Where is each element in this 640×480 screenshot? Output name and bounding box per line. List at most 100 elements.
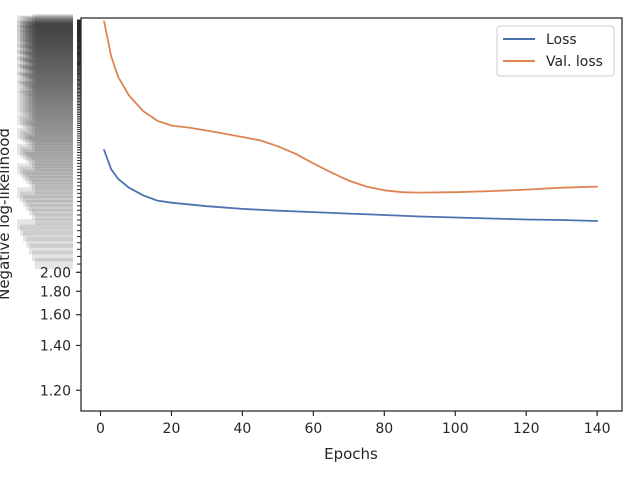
- y-crowded-tick-label: [17, 36, 73, 48]
- y-crowded-tick-label: [32, 139, 73, 151]
- y-crowded-tick-label: [17, 49, 73, 61]
- y-crowded-tick-label: [29, 204, 73, 216]
- y-crowded-tick-label: [17, 90, 73, 102]
- y-crowded-tick-label: [29, 136, 73, 148]
- y-crowded-tick-label: [32, 61, 73, 73]
- y-crowded-tick-label: [35, 183, 73, 195]
- y-crowded-tick-label: [32, 157, 73, 169]
- y-crowded-tick-label: [17, 187, 73, 199]
- y-crowded-tick-label: [23, 230, 73, 242]
- y-crowded-tick-label: [23, 38, 73, 50]
- y-crowded-tick-label: [20, 191, 73, 203]
- y-crowded-tick-label: [35, 62, 73, 74]
- y-crowded-tick-label: [17, 101, 73, 113]
- y-crowded-tick-label: [35, 213, 73, 225]
- y-crowded-tick-label: [20, 50, 73, 62]
- y-crowded-tick-label: [23, 27, 73, 39]
- y-crowded-tick-label: [29, 86, 73, 98]
- y-crowded-tick-label: [26, 52, 73, 64]
- y-crowded-tick-label: [29, 23, 73, 35]
- y-crowded-tick-label: [26, 22, 73, 34]
- y-crowded-tick-label: [35, 112, 73, 124]
- y-crowded-tick-label: [17, 72, 73, 84]
- y-crowded-tick-label: [23, 21, 73, 33]
- y-crowded-tick-label: [20, 31, 73, 43]
- y-crowded-tick-label: [29, 46, 73, 58]
- y-crowded-tick-label: [20, 26, 73, 38]
- y-crowded-tick-label: [29, 121, 73, 133]
- y-crowded-tick-label: [17, 219, 73, 231]
- y-crowded-tick-label: [17, 127, 73, 139]
- y-crowded-tick-label: [32, 18, 73, 30]
- y-crowded-tick-label: [32, 250, 73, 262]
- legend-label-loss: Loss: [546, 32, 577, 48]
- y-crowded-tick-label: [35, 70, 73, 82]
- y-crowded-tick-label: [32, 69, 73, 81]
- y-axis-ticks: 1.20 1.40 1.60 1.80 2.00: [17, 14, 81, 399]
- y-crowded-tick-label: [23, 195, 73, 207]
- y-crowded-tick-label: [32, 41, 73, 53]
- y-crowded-tick-label: [26, 17, 73, 29]
- y-crowded-tick-label: [32, 110, 73, 122]
- y-crowded-tick-label: [20, 16, 73, 28]
- y-crowded-tick-label: [35, 258, 73, 270]
- y-crowded-tick-label: [32, 14, 73, 26]
- y-crowded-tick-label: [20, 224, 73, 236]
- y-crowded-tick-label: [20, 43, 73, 55]
- y-crowded-tick-label: [17, 15, 73, 27]
- y-crowded-tick-label: [26, 39, 73, 51]
- y-crowded-tick-label: [29, 34, 73, 46]
- x-tick-label: 140: [584, 421, 611, 437]
- y-crowded-tick-label: [32, 209, 73, 221]
- y-tick-label: 1.60: [40, 308, 71, 324]
- y-crowded-tick-label: [20, 92, 73, 104]
- y-crowded-tick-label: [23, 83, 73, 95]
- y-crowded-tick-label: [29, 40, 73, 52]
- y-crowded-tick-label: [17, 30, 73, 42]
- y-crowded-tick-label: [20, 115, 73, 127]
- y-crowded-tick-label: [23, 51, 73, 63]
- x-tick-label: 60: [304, 421, 322, 437]
- y-crowded-tick-label: [35, 48, 73, 60]
- y-crowded-tick-label: [26, 85, 73, 97]
- y-crowded-tick-label: [26, 172, 73, 184]
- legend: Loss Val. loss: [496, 25, 615, 77]
- y-crowded-tick-label: [17, 163, 73, 175]
- y-crowded-tick-label: [23, 66, 73, 78]
- y-crowded-tick-label: [35, 41, 73, 53]
- y-crowded-tick-label: [20, 57, 73, 69]
- y-crowded-tick-label: [35, 125, 73, 137]
- y-crowded-tick-label: [32, 23, 73, 35]
- y-crowded-tick-label: [26, 134, 73, 146]
- y-crowded-tick-label: [32, 78, 73, 90]
- y-crowded-tick-label: [32, 123, 73, 135]
- y-crowded-tick-label: [29, 18, 73, 30]
- y-crowded-tick-label: [23, 117, 73, 129]
- y-crowded-tick-label: [23, 105, 73, 117]
- y-crowded-tick-label: [20, 21, 73, 33]
- y-crowded-tick-label: [26, 151, 73, 163]
- y-crowded-tick-label: [35, 100, 73, 112]
- y-crowded-tick-label: [23, 58, 73, 70]
- y-crowded-tick-label: [20, 73, 73, 85]
- y-crowded-tick-label: [29, 53, 73, 65]
- y-crowded-tick-label: [26, 119, 73, 131]
- y-crowded-tick-label: [17, 63, 73, 75]
- y-crowded-tick-label: [23, 32, 73, 44]
- y-crowded-tick-label: [29, 154, 73, 166]
- y-crowded-tick-label: [17, 42, 73, 54]
- y-axis-label: Negative log-likelihood: [0, 128, 13, 300]
- y-tick-label: 2.00: [40, 265, 71, 281]
- y-crowded-tick-label: [23, 169, 73, 181]
- y-crowded-tick-label: [20, 65, 73, 77]
- x-tick-label: 0: [96, 421, 105, 437]
- y-crowded-tick-label: [17, 81, 73, 93]
- y-crowded-tick-label: [32, 29, 73, 41]
- y-crowded-tick-label: [35, 14, 73, 26]
- y-crowded-tick-label: [20, 129, 73, 141]
- y-crowded-tick-label: [17, 113, 73, 125]
- y-crowded-tick-label: [17, 20, 73, 32]
- y-crowded-tick-label: [20, 82, 73, 94]
- y-crowded-tick-label: [29, 176, 73, 188]
